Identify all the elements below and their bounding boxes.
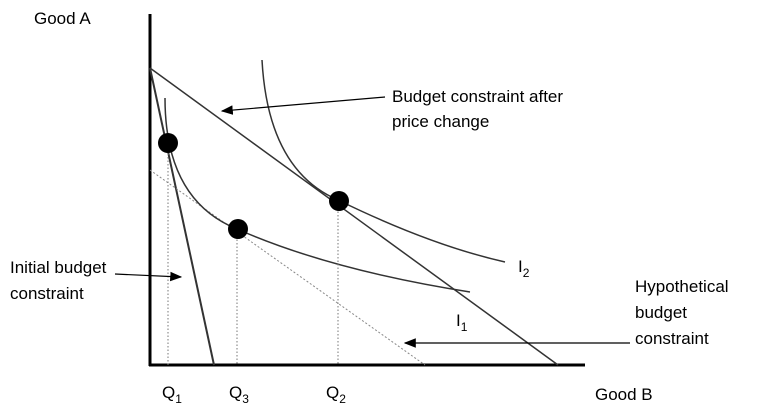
quantity-label-base: Q (162, 383, 175, 402)
annotation: constraint (10, 284, 84, 303)
x-axis-label: Good B (595, 385, 653, 404)
quantity-label: Q2 (326, 383, 346, 406)
point (329, 191, 349, 211)
y-axis-label: Good A (34, 9, 91, 28)
arrow (114, 271, 183, 282)
curve-label-base: I (518, 257, 523, 276)
budget-hypothetical (149, 169, 426, 366)
quantity-label-sub: 1 (175, 392, 182, 406)
quantity-label: Q3 (229, 383, 249, 406)
curve-label-sub: 2 (523, 266, 530, 280)
annotation: budget (635, 303, 687, 322)
quantity-label-sub: 2 (339, 392, 346, 406)
budget-after (149, 67, 559, 366)
annotation: price change (392, 112, 489, 131)
curve-label-base: I (456, 311, 461, 330)
quantity-label: Q1 (162, 383, 182, 406)
budget-initial (149, 67, 215, 366)
annotation: Initial budget (10, 258, 107, 277)
curve-label: I1 (456, 311, 468, 334)
quantity-label-base: Q (326, 383, 339, 402)
annotation: Hypothetical (635, 277, 729, 296)
arrow (220, 96, 386, 115)
annotation: constraint (635, 329, 709, 348)
point (228, 219, 248, 239)
annotation: Budget constraint after (392, 87, 563, 106)
curve-label-sub: 1 (461, 320, 468, 334)
point (158, 133, 178, 153)
curve-label: I2 (518, 257, 530, 280)
quantity-label-sub: 3 (242, 392, 249, 406)
quantity-label-base: Q (229, 383, 242, 402)
